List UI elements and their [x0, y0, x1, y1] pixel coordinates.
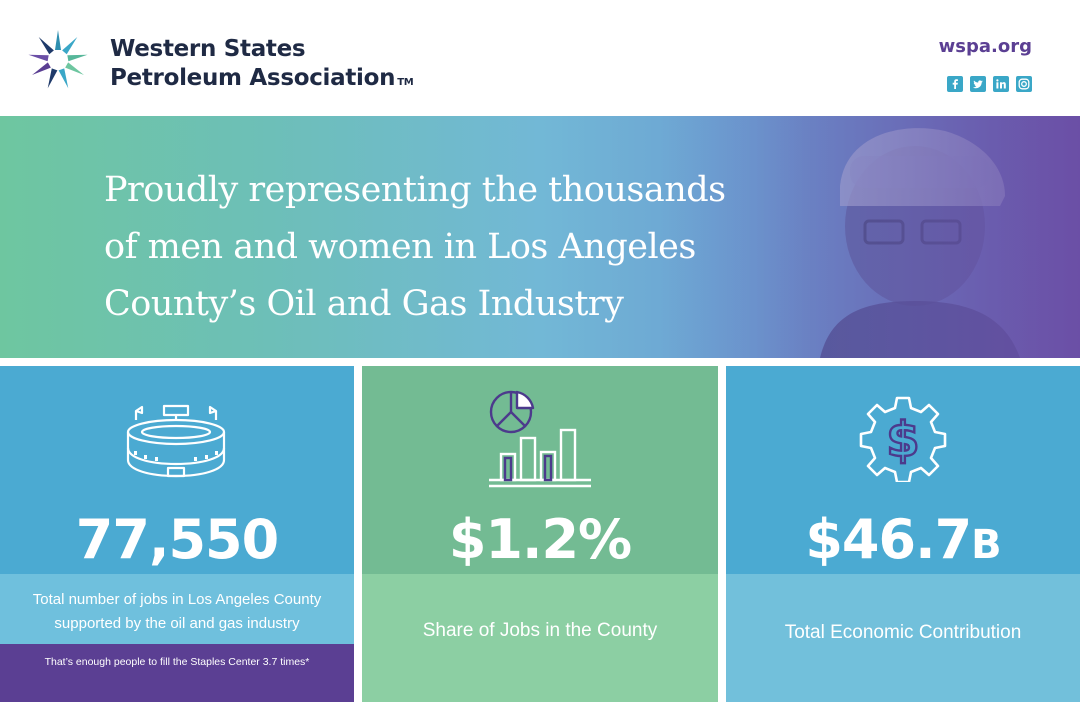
- share-description: Share of Jobs in the County: [422, 620, 658, 641]
- jobs-note: That’s enough people to fill the Staples…: [44, 656, 310, 668]
- trademark: TM: [397, 77, 414, 88]
- org-name-line1: Western States: [110, 36, 306, 62]
- org-name-line2: Petroleum Association: [110, 65, 396, 91]
- instagram-icon[interactable]: [1016, 76, 1032, 92]
- stadium-icon: [126, 404, 226, 478]
- facebook-icon[interactable]: [947, 76, 963, 92]
- website-link[interactable]: wspa.org: [938, 36, 1032, 57]
- chart-icon: [489, 390, 591, 488]
- note-band: [0, 644, 354, 702]
- card-bottom: [362, 574, 718, 702]
- twitter-icon[interactable]: [970, 76, 986, 92]
- headline-line1: Proudly representing the thousands: [104, 170, 726, 210]
- economic-description: Total Economic Contribution: [784, 622, 1022, 643]
- stat-card-economic: $ $46.7B Total Economic Contribution: [726, 366, 1080, 702]
- card-top: [726, 366, 1080, 574]
- headline-line3: County’s Oil and Gas Industry: [104, 284, 624, 324]
- stat-card-jobs: 77,550 Total number of jobs in Los Angel…: [0, 366, 354, 702]
- dollar-gear-icon: $: [859, 396, 947, 482]
- svg-text:$: $: [886, 412, 919, 468]
- section-divider: [0, 358, 1080, 366]
- hero-banner: [0, 116, 1080, 358]
- social-links: [947, 76, 1032, 92]
- wspa-logo-icon: [28, 30, 88, 89]
- card-bottom: [0, 574, 354, 644]
- card-top: [0, 366, 354, 574]
- headline-line2: of men and women in Los Angeles: [104, 227, 696, 267]
- card-bottom: [726, 574, 1080, 702]
- jobs-description: Total number of jobs in Los Angeles Coun…: [32, 591, 322, 632]
- worker-photo: [660, 116, 1080, 358]
- stat-card-share: $1.2% Share of Jobs in the County: [362, 366, 718, 702]
- jobs-value: 77,550: [75, 508, 279, 571]
- banner-headline: Proudly representing the thousands of me…: [104, 162, 804, 333]
- economic-value-main: $46.7: [805, 508, 972, 571]
- linkedin-icon[interactable]: [993, 76, 1009, 92]
- economic-value-suffix: B: [971, 522, 1001, 568]
- page-header: Western States Petroleum Association TM w…: [0, 0, 1080, 116]
- share-value: $1.2%: [448, 508, 632, 571]
- org-name: Western States Petroleum Association TM: [110, 35, 414, 97]
- economic-value: $46.7B: [726, 508, 1080, 571]
